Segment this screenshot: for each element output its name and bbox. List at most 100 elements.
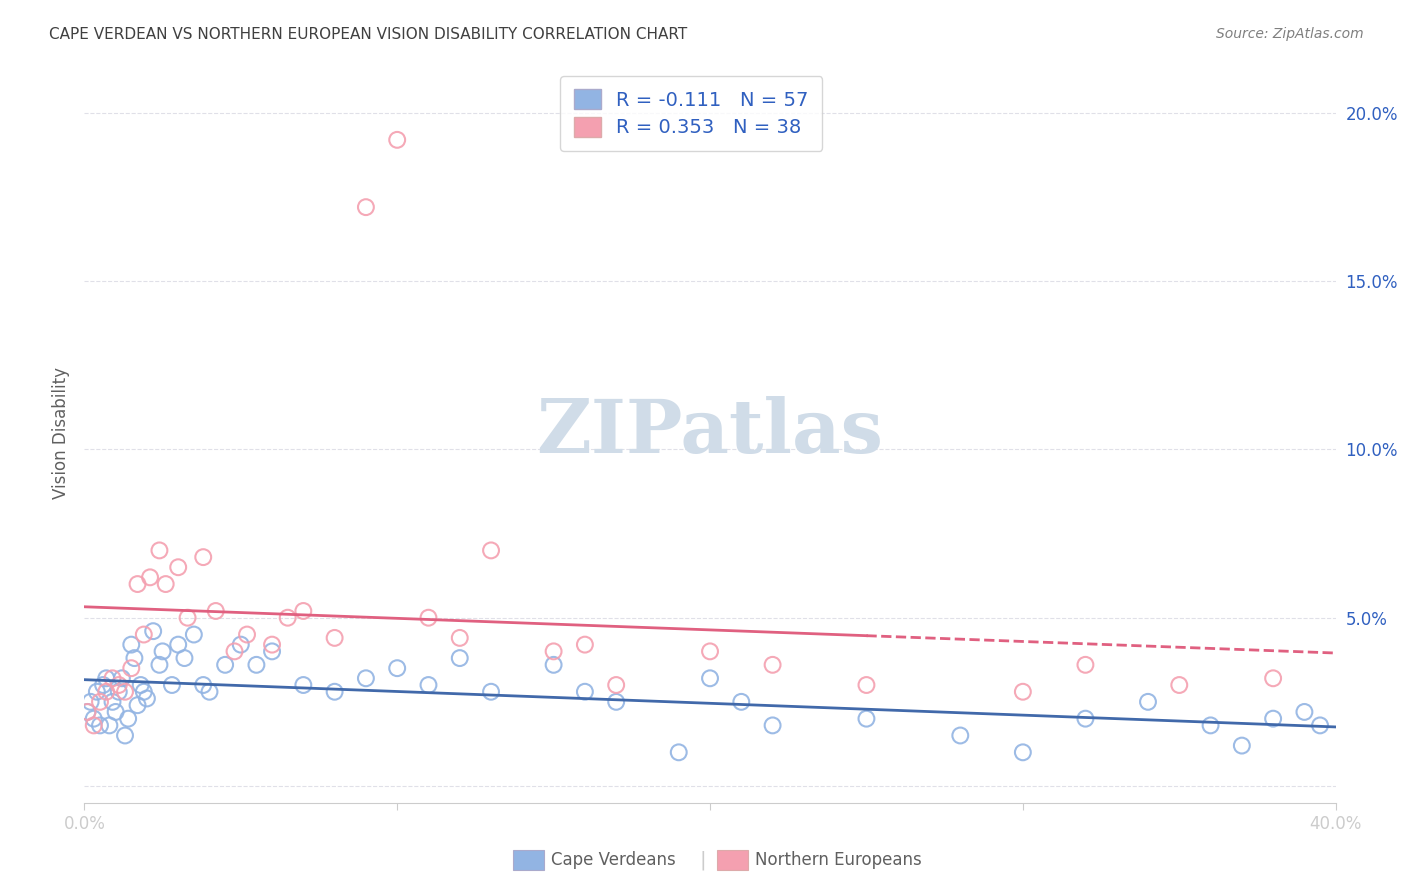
Point <box>1309 718 1331 732</box>
Point <box>124 651 146 665</box>
Point <box>107 685 129 699</box>
Point <box>762 718 785 732</box>
Point <box>160 678 183 692</box>
Point <box>101 671 124 685</box>
Point <box>176 610 198 624</box>
Text: CAPE VERDEAN VS NORTHERN EUROPEAN VISION DISABILITY CORRELATION CHART: CAPE VERDEAN VS NORTHERN EUROPEAN VISION… <box>49 27 688 42</box>
Point <box>142 624 165 639</box>
Point <box>605 678 627 692</box>
Point <box>699 671 721 685</box>
Point <box>949 729 972 743</box>
Point <box>76 705 98 719</box>
Point <box>89 718 111 732</box>
Point <box>245 657 267 672</box>
Point <box>574 685 596 699</box>
Text: Cape Verdeans: Cape Verdeans <box>551 851 676 869</box>
Point <box>214 657 236 672</box>
Point <box>479 543 502 558</box>
Point <box>668 745 690 759</box>
Point <box>148 657 170 672</box>
Point <box>98 718 121 732</box>
Point <box>167 560 190 574</box>
Point <box>479 685 502 699</box>
Point <box>229 638 252 652</box>
Point <box>385 133 409 147</box>
Point <box>1168 678 1191 692</box>
Point <box>96 671 118 685</box>
Point <box>730 695 752 709</box>
Point <box>132 627 155 641</box>
Point <box>107 678 129 692</box>
Point <box>543 644 565 658</box>
Point <box>193 550 215 565</box>
Text: ZIPatlas: ZIPatlas <box>537 396 883 469</box>
Point <box>1263 712 1285 726</box>
Point <box>292 604 315 618</box>
Point <box>173 651 195 665</box>
Point <box>148 543 170 558</box>
Point <box>139 570 162 584</box>
Point <box>76 705 98 719</box>
Point <box>449 651 471 665</box>
Point <box>117 712 139 726</box>
Point <box>1012 685 1035 699</box>
Point <box>855 712 877 726</box>
Point <box>132 685 155 699</box>
Point <box>167 638 190 652</box>
Point <box>198 685 221 699</box>
Point <box>120 638 142 652</box>
Text: Source: ZipAtlas.com: Source: ZipAtlas.com <box>1216 27 1364 41</box>
Text: Northern Europeans: Northern Europeans <box>755 851 922 869</box>
Point <box>114 729 136 743</box>
Point <box>1074 712 1097 726</box>
Point <box>1263 671 1285 685</box>
Point <box>543 657 565 672</box>
Point <box>204 604 226 618</box>
Point <box>262 644 284 658</box>
Legend: R = -0.111   N = 57, R = 0.353   N = 38: R = -0.111 N = 57, R = 0.353 N = 38 <box>560 76 823 151</box>
Y-axis label: Vision Disability: Vision Disability <box>52 367 70 499</box>
Point <box>96 685 118 699</box>
Point <box>152 644 174 658</box>
Point <box>104 705 127 719</box>
Point <box>83 718 105 732</box>
Point <box>236 627 259 641</box>
Point <box>129 678 152 692</box>
Point <box>354 671 377 685</box>
Point <box>699 644 721 658</box>
Point <box>127 698 149 713</box>
Point <box>1074 657 1097 672</box>
Point <box>86 685 108 699</box>
Point <box>1294 705 1316 719</box>
Point <box>136 691 159 706</box>
Point <box>574 638 596 652</box>
Point <box>127 577 149 591</box>
Point <box>79 695 101 709</box>
Point <box>1136 695 1159 709</box>
Point <box>1012 745 1035 759</box>
Point <box>83 712 105 726</box>
Point <box>418 678 440 692</box>
Point <box>101 695 124 709</box>
Point <box>155 577 177 591</box>
Point <box>418 610 440 624</box>
Point <box>120 661 142 675</box>
Point <box>855 678 877 692</box>
Point <box>354 200 377 214</box>
Point <box>193 678 215 692</box>
Point <box>385 661 409 675</box>
Point <box>89 695 111 709</box>
Point <box>1199 718 1222 732</box>
Point <box>262 638 284 652</box>
Point <box>1230 739 1253 753</box>
Point <box>323 685 346 699</box>
Point <box>91 678 114 692</box>
Point <box>224 644 246 658</box>
Point <box>114 685 136 699</box>
Point <box>605 695 627 709</box>
Point <box>323 631 346 645</box>
Point <box>183 627 205 641</box>
Point <box>277 610 299 624</box>
Point <box>292 678 315 692</box>
Text: |: | <box>700 850 706 870</box>
